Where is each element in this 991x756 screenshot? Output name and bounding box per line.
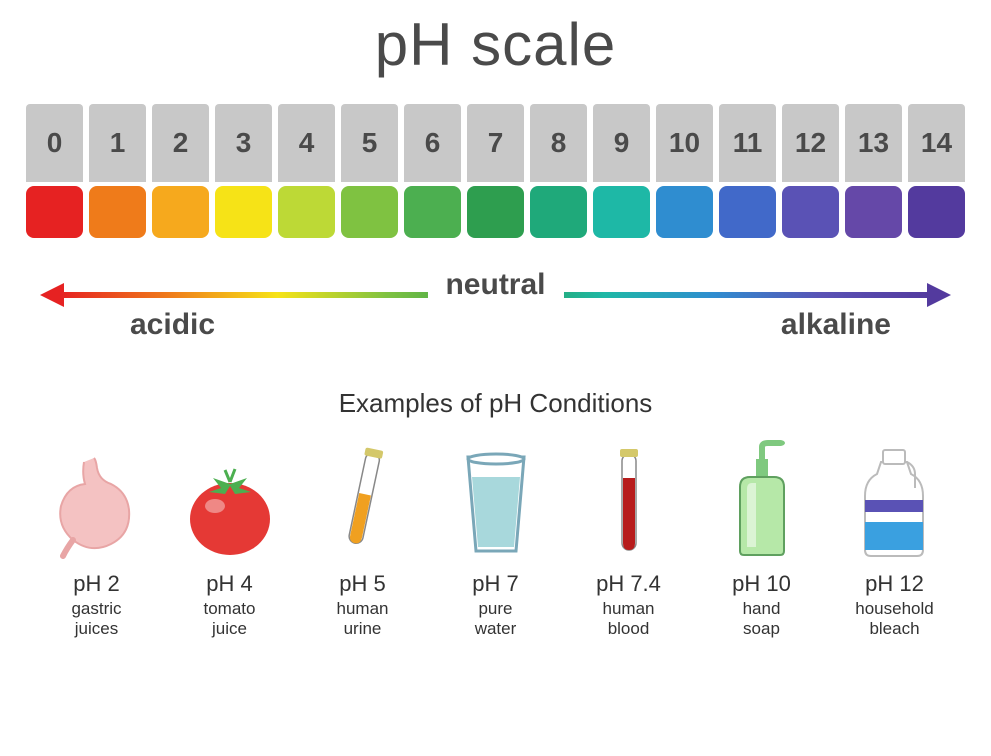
example-ph-value: pH 4 — [206, 571, 252, 597]
scale-number: 13 — [845, 104, 902, 182]
example-ph-value: pH 10 — [732, 571, 791, 597]
scale-color-swatch — [89, 186, 146, 238]
scale-cell-8: 8 — [530, 104, 587, 238]
stomach-icon — [49, 454, 144, 559]
scale-color-swatch — [593, 186, 650, 238]
scale-color-swatch — [278, 186, 335, 238]
scale-color-swatch — [656, 186, 713, 238]
test-tube-icon — [612, 444, 646, 559]
scale-cell-1: 1 — [89, 104, 146, 238]
scale-number: 1 — [89, 104, 146, 182]
examples-title: Examples of pH Conditions — [20, 388, 971, 419]
tomato-icon-wrap — [185, 439, 275, 559]
page-title: pH scale — [20, 10, 971, 79]
example-name: humanurine — [337, 599, 389, 638]
scale-color-swatch — [152, 186, 209, 238]
example-water-glass: pH 7purewater — [431, 439, 561, 638]
soap-icon-wrap — [722, 439, 802, 559]
tube-yellow-icon-wrap — [338, 439, 388, 559]
tube-red-icon-wrap — [612, 439, 646, 559]
scale-color-swatch — [26, 186, 83, 238]
ph-scale-row: 01234567891011121314 — [20, 104, 971, 238]
label-neutral: neutral — [427, 268, 563, 302]
scale-number: 14 — [908, 104, 965, 182]
scale-color-swatch — [719, 186, 776, 238]
scale-color-swatch — [215, 186, 272, 238]
scale-cell-11: 11 — [719, 104, 776, 238]
bleach-icon — [857, 444, 932, 559]
scale-cell-13: 13 — [845, 104, 902, 238]
scale-number: 11 — [719, 104, 776, 182]
scale-number: 10 — [656, 104, 713, 182]
scale-number: 3 — [215, 104, 272, 182]
scale-cell-6: 6 — [404, 104, 461, 238]
label-alkaline: alkaline — [781, 308, 891, 342]
water-glass-icon-wrap — [456, 439, 536, 559]
scale-color-swatch — [530, 186, 587, 238]
example-name: gastricjuices — [71, 599, 121, 638]
scale-color-swatch — [404, 186, 461, 238]
scale-color-swatch — [782, 186, 839, 238]
example-bleach: pH 12householdbleach — [830, 439, 960, 638]
example-tube-red: pH 7.4humanblood — [564, 439, 694, 638]
label-acidic: acidic — [130, 308, 215, 342]
scale-cell-10: 10 — [656, 104, 713, 238]
scale-number: 4 — [278, 104, 335, 182]
example-ph-value: pH 7.4 — [596, 571, 661, 597]
scale-color-swatch — [341, 186, 398, 238]
soap-icon — [722, 439, 802, 559]
example-name: humanblood — [603, 599, 655, 638]
tomato-icon — [185, 464, 275, 559]
scale-cell-9: 9 — [593, 104, 650, 238]
scale-cell-0: 0 — [26, 104, 83, 238]
scale-cell-14: 14 — [908, 104, 965, 238]
stomach-icon-wrap — [49, 439, 144, 559]
scale-number: 0 — [26, 104, 83, 182]
scale-cell-4: 4 — [278, 104, 335, 238]
example-name: purewater — [475, 599, 517, 638]
example-tube-yellow: pH 5humanurine — [298, 439, 428, 638]
example-stomach: pH 2gastricjuices — [32, 439, 162, 638]
scale-cell-3: 3 — [215, 104, 272, 238]
gradient-arrow: neutral acidic alkaline — [40, 268, 951, 358]
example-name: householdbleach — [855, 599, 933, 638]
scale-number: 5 — [341, 104, 398, 182]
scale-number: 2 — [152, 104, 209, 182]
example-tomato: pH 4tomatojuice — [165, 439, 295, 638]
example-ph-value: pH 5 — [339, 571, 385, 597]
scale-color-swatch — [908, 186, 965, 238]
example-ph-value: pH 12 — [865, 571, 924, 597]
scale-cell-7: 7 — [467, 104, 524, 238]
water-glass-icon — [456, 449, 536, 559]
arrow-right-icon — [927, 283, 951, 307]
test-tube-icon — [338, 444, 388, 559]
example-name: tomatojuice — [204, 599, 256, 638]
scale-number: 6 — [404, 104, 461, 182]
example-ph-value: pH 2 — [73, 571, 119, 597]
scale-color-swatch — [467, 186, 524, 238]
example-soap: pH 10handsoap — [697, 439, 827, 638]
scale-number: 9 — [593, 104, 650, 182]
scale-color-swatch — [845, 186, 902, 238]
bleach-icon-wrap — [857, 439, 932, 559]
scale-cell-5: 5 — [341, 104, 398, 238]
example-name: handsoap — [743, 599, 781, 638]
scale-number: 7 — [467, 104, 524, 182]
scale-cell-2: 2 — [152, 104, 209, 238]
examples-row: pH 2gastricjuices pH 4tomatojuice pH 5hu… — [20, 439, 971, 638]
scale-cell-12: 12 — [782, 104, 839, 238]
example-ph-value: pH 7 — [472, 571, 518, 597]
scale-number: 8 — [530, 104, 587, 182]
scale-number: 12 — [782, 104, 839, 182]
